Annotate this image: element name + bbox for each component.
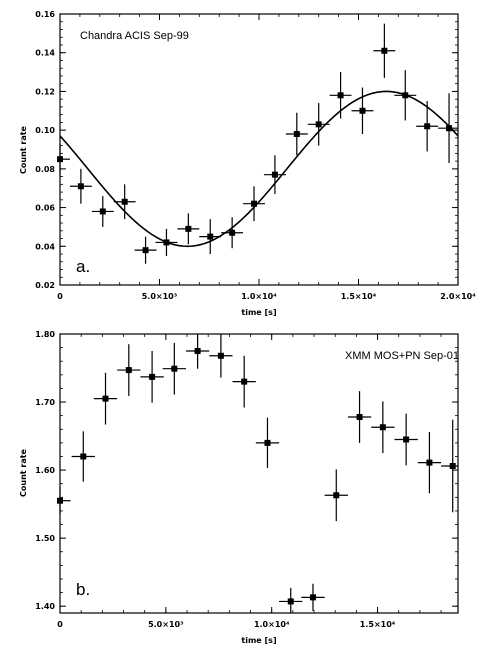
panel-b-y-tick-label: 1.50 — [35, 534, 55, 543]
panel-a-data-point — [315, 121, 322, 128]
panel-b-x-tick-label: 0 — [57, 620, 63, 629]
panel-b-data-point — [194, 348, 201, 355]
panel-a-annotation: Chandra ACIS Sep-99 — [80, 30, 189, 42]
panel-a-data-point — [77, 183, 84, 190]
panel-b-data-point — [356, 414, 363, 421]
panel-a-data-point — [271, 171, 278, 178]
panel-a-data-point — [359, 107, 366, 114]
panel-a-model-curve — [59, 90, 459, 248]
panel-a-y-tick-label: 0.04 — [35, 242, 55, 251]
panel-a-data-point — [207, 233, 214, 240]
panel-a-y-tick-label: 0.06 — [35, 204, 55, 213]
panel-a-ticks: 0 5.0×10³ 1.0×10⁴ 1.5×10⁴ 2.0×10⁴ 0.02 0.04 0.0… — [35, 10, 476, 301]
panel-a-y-tick-label: 0.14 — [35, 49, 55, 58]
panel-a-x-tick-label: 1.0×10⁴ — [241, 292, 277, 301]
panel-b-data-point — [57, 497, 63, 504]
panel-b-data-point — [403, 436, 410, 443]
panel-a-plot-frame — [59, 13, 459, 286]
panel-a-y-tick-label: 0.10 — [35, 126, 55, 135]
panel-b-y-tick-label: 1.40 — [35, 602, 55, 611]
panel-b-data-point — [80, 453, 87, 460]
panel-a-data-point — [99, 208, 106, 215]
panel-b-data-point — [125, 367, 132, 374]
panel-a-data-point — [381, 47, 388, 54]
panel-a-data-point — [337, 92, 344, 99]
panel-a-x-tick-label: 1.5×10⁴ — [341, 292, 377, 301]
panel-a-data-point — [185, 225, 192, 232]
panel-b-data-point — [217, 352, 224, 359]
panel-b-ticks: 0 5.0×10³ 1.0×10⁴ 1.5×10⁴ 1.40 1.50 1.60 1.70 1.… — [35, 330, 458, 629]
panel-a-data-point — [163, 239, 170, 246]
panel-a-data-point — [446, 125, 453, 132]
panel-a-data-point — [57, 156, 63, 163]
panel-b-data-marks — [57, 334, 458, 613]
panel-b-x-tick-label: 5.0×10³ — [148, 620, 184, 629]
panel-b-data-point — [171, 365, 178, 372]
panel-b-plot-frame — [59, 333, 459, 614]
panel-a-data-point — [402, 92, 409, 99]
panel-b-x-tick-label: 1.0×10⁴ — [254, 620, 290, 629]
panel-a-x-axis-label: time [s] — [241, 308, 276, 317]
panel-b-data-point — [309, 594, 316, 601]
panel-a-data-point — [293, 131, 300, 138]
panel-a-chandra: 0 5.0×10³ 1.0×10⁴ 1.5×10⁴ 2.0×10⁴ 0.02 0.04 0.0… — [19, 10, 476, 317]
panel-b-label: b. — [76, 580, 90, 599]
panel-b-data-point — [264, 439, 271, 446]
panel-a-x-tick-label: 5.0×10³ — [142, 292, 178, 301]
panel-b-data-point — [241, 378, 248, 385]
panel-a-y-axis-label: Count rate — [19, 125, 28, 174]
panel-b-x-axis-label: time [s] — [241, 636, 276, 645]
panel-b-y-tick-label: 1.60 — [35, 466, 55, 475]
panel-b-y-tick-label: 1.80 — [35, 330, 55, 339]
panel-b-data-point — [449, 463, 456, 470]
panel-a-x-tick-label: 2.0×10⁴ — [440, 292, 476, 301]
panel-a-data-point — [251, 200, 258, 207]
panel-a-data-marks — [57, 23, 459, 264]
panel-b-xmm: 0 5.0×10³ 1.0×10⁴ 1.5×10⁴ 1.40 1.50 1.60 1.70 1.… — [19, 330, 459, 645]
panel-a-label: a. — [76, 257, 90, 276]
panel-a-y-tick-label: 0.16 — [35, 10, 55, 19]
panel-a-y-tick-label: 0.12 — [35, 87, 55, 96]
panel-b-annotation: XMM MOS+PN Sep-01 — [345, 350, 459, 362]
panel-a-data-point — [424, 123, 431, 130]
panel-b-data-point — [149, 373, 156, 380]
panel-a-y-tick-label: 0.08 — [35, 165, 55, 174]
panel-b-data-point — [426, 459, 433, 466]
panel-a-data-point — [142, 247, 149, 254]
panel-b-data-point — [379, 424, 386, 431]
panel-b-y-tick-label: 1.70 — [35, 398, 55, 407]
panel-a-x-tick-label: 0 — [57, 292, 63, 301]
panel-a-y-tick-label: 0.02 — [35, 281, 55, 290]
panel-b-data-point — [102, 395, 109, 402]
panel-b-x-tick-label: 1.5×10⁴ — [360, 620, 396, 629]
panel-b-data-point — [287, 598, 294, 605]
panel-a-data-point — [121, 198, 128, 205]
panel-b-y-axis-label: Count rate — [19, 448, 28, 497]
panel-b-data-point — [333, 492, 340, 499]
panel-a-data-point — [229, 229, 236, 236]
